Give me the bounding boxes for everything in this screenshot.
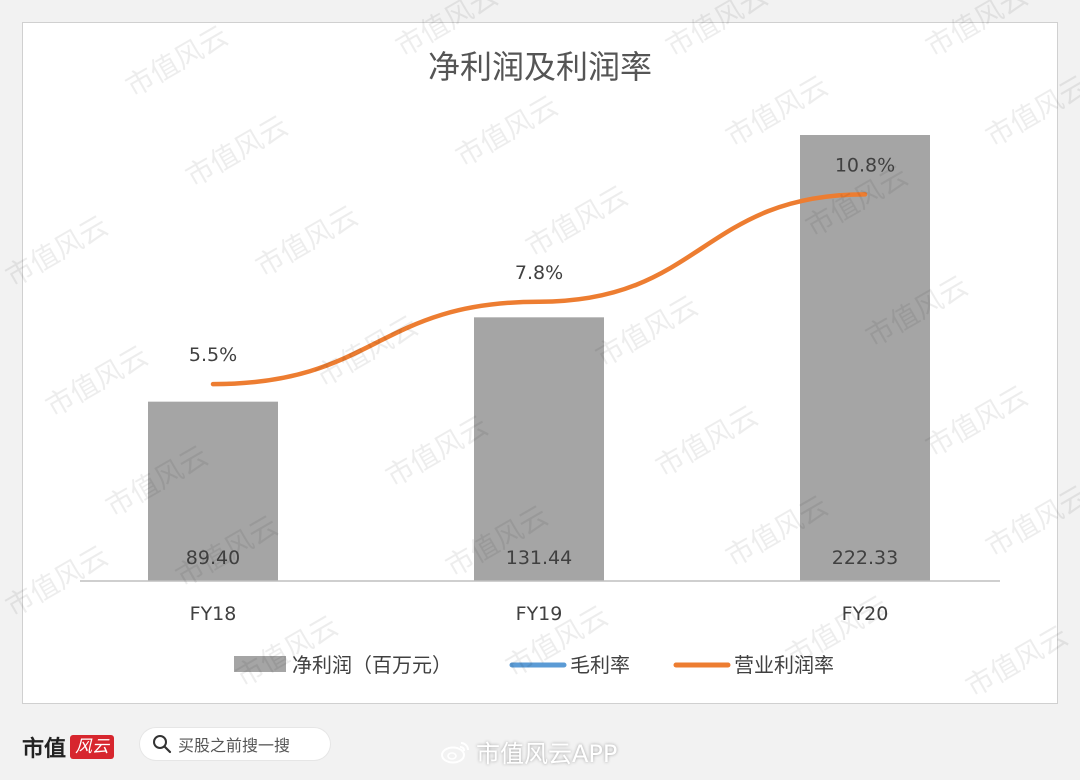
search-placeholder: 买股之前搜一搜: [178, 736, 291, 755]
footer-bar: 市值 风云 买股之前搜一搜 市值风云APP: [0, 712, 1080, 780]
chart-title: 净利润及利润率: [427, 48, 652, 86]
legend-swatch-bar: [234, 656, 286, 672]
bar-net-profit-fy20: [800, 135, 930, 581]
brand-mark: 风云: [70, 735, 115, 759]
weibo-icon: [441, 741, 469, 763]
bar-value-label: 89.40: [186, 547, 240, 569]
bar-net-profit-fy19: [474, 317, 604, 581]
x-tick-label: FY20: [842, 603, 889, 625]
legend-label: 净利润（百万元）: [292, 653, 452, 677]
x-tick-label: FY19: [516, 603, 563, 625]
x-tick-label: FY18: [190, 603, 237, 625]
bar-net-profit-fy18: [148, 401, 278, 581]
line-point-label: 5.5%: [189, 344, 237, 366]
weibo-handle[interactable]: 市值风云APP: [440, 734, 617, 769]
weibo-handle-text: 市值风云APP: [476, 740, 618, 768]
legend-label: 毛利率: [570, 653, 630, 677]
search-icon: [153, 735, 172, 754]
line-point-label: 7.8%: [515, 262, 563, 284]
bar-value-label: 131.44: [506, 547, 572, 569]
search-box[interactable]: 买股之前搜一搜: [140, 728, 330, 760]
brand-logo: 市值 风云: [22, 732, 115, 762]
line-point-label: 10.8%: [835, 154, 895, 176]
brand-text: 市值: [22, 736, 67, 762]
line-series-1: [210, 192, 868, 387]
bar-value-label: 222.33: [832, 547, 898, 569]
legend-label: 营业利润率: [734, 653, 834, 677]
